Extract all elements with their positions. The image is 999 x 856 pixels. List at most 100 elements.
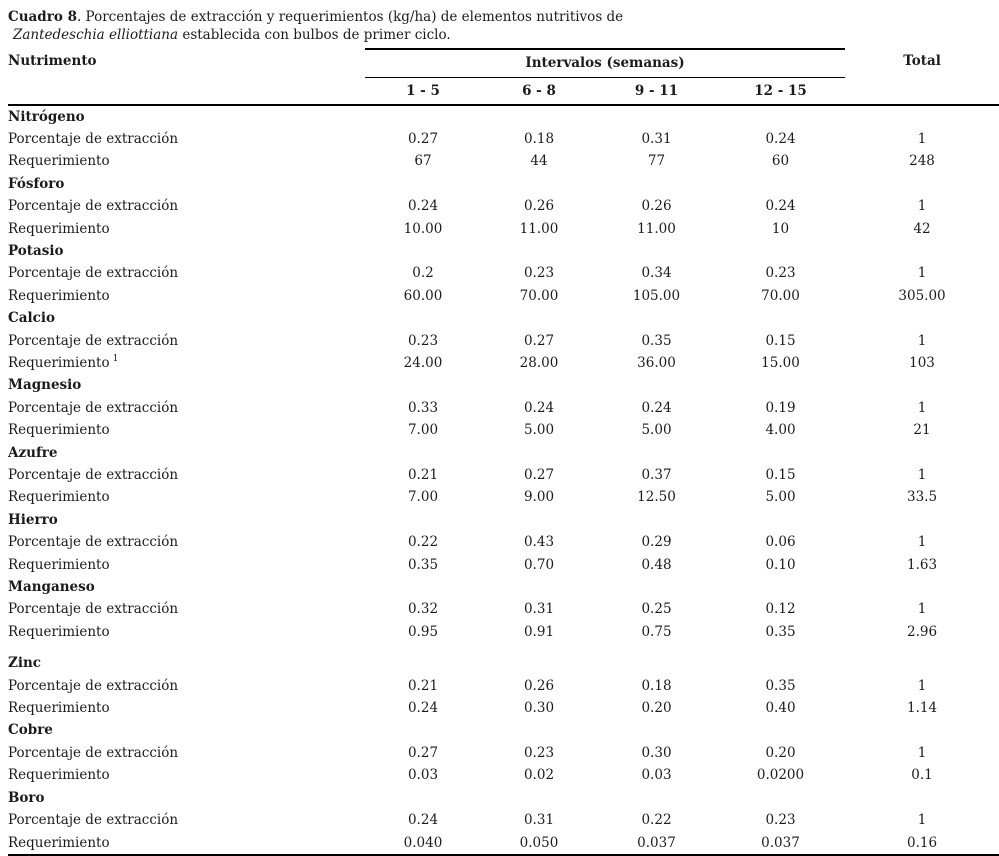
- interval-value-cell: 0.18: [641, 677, 672, 694]
- requirement-row-label: Requerimiento 1: [8, 352, 365, 374]
- requirement-row-label: Requerimiento: [8, 419, 365, 441]
- nutrient-group-name: Boro: [8, 789, 45, 806]
- requirement-row-label: Requerimiento: [8, 697, 365, 719]
- requirement-row-label: Requerimiento: [8, 554, 365, 576]
- interval-value-cell: 0.02: [523, 767, 555, 784]
- interval-value-cell: 0.35: [765, 677, 796, 694]
- nutrient-group-row: Nitrógeno: [8, 105, 999, 128]
- caption-label: Cuadro 8: [8, 9, 77, 25]
- total-value-cell: 1: [917, 601, 927, 618]
- requirement-row: Requerimiento 0.040 0.050 0.037 0.037 0.16: [8, 831, 999, 856]
- total-value-cell: 248: [909, 153, 935, 170]
- requirement-row-label: Requerimiento: [8, 150, 365, 172]
- requirement-row: Requerimiento 7.00 9.00 12.50 5.00 33.5: [8, 486, 999, 508]
- interval-value-cell: 0.06: [765, 534, 796, 551]
- extraction-row-label: Porcentaje de extracción: [8, 531, 365, 553]
- interval-value-cell: 0.15: [765, 332, 796, 349]
- extraction-row-label: Porcentaje de extracción: [8, 330, 365, 352]
- requirement-row-label: Requerimiento: [8, 621, 365, 643]
- extraction-row-label: Porcentaje de extracción: [8, 128, 365, 150]
- requirement-row: Requerimiento 0.35 0.70 0.48 0.10 1.63: [8, 554, 999, 576]
- interval-value-cell: 0.040: [365, 831, 481, 856]
- header-spacer-right: [845, 77, 999, 106]
- interval-value-cell: 0.35: [407, 556, 439, 573]
- interval-value-cell: 36.00: [637, 354, 676, 371]
- interval-value-cell: 0.30: [523, 700, 555, 717]
- extraction-row: Porcentaje de extracción 0.32 0.31 0.25 0.12…: [8, 598, 999, 620]
- species-name: Zantedeschia elliottiana: [13, 27, 179, 43]
- requirement-row: Requerimiento 0.24 0.30 0.20 0.40 1.14: [8, 697, 999, 719]
- total-value-cell: 1: [917, 534, 927, 551]
- interval-value-cell: 0.27: [523, 467, 555, 483]
- interval-value-cell: 0.03: [407, 767, 439, 784]
- extraction-row: Porcentaje de extracción 0.21 0.27 0.37 0.15…: [8, 464, 999, 486]
- interval-value-cell: 0.23: [407, 332, 439, 349]
- interval-value-cell: 0.24: [407, 812, 439, 829]
- interval-value-cell: 0.32: [407, 601, 439, 618]
- requirement-row: Requerimiento 1 24.00 28.00 36.00 15.00 103: [8, 352, 999, 374]
- interval-value-cell: 0.23: [765, 812, 796, 829]
- caption-line-2: Zantedeschia elliottiana establecida con…: [8, 26, 999, 44]
- interval-value-cell: 0.29: [641, 534, 672, 551]
- interval-value-cell: 0.24: [765, 198, 796, 215]
- interval-value-cell: 0.23: [523, 265, 555, 282]
- nutrient-group-name: Zinc: [8, 655, 42, 672]
- nutrient-group-name: Potasio: [8, 242, 64, 259]
- extraction-row-label: Porcentaje de extracción: [8, 598, 365, 620]
- requirement-row: Requerimiento 0.95 0.91 0.75 0.35 2.96: [8, 621, 999, 643]
- interval-value-cell: 10: [771, 220, 790, 237]
- interval-value-cell: 0.24: [523, 399, 555, 416]
- requirement-label-text: Requerimiento: [8, 834, 110, 851]
- interval-value-cell: 10.00: [403, 220, 443, 237]
- header-row-main: Nutrimento Intervalos (semanas) Total: [8, 48, 999, 78]
- nutrient-group-row: Hierro: [8, 509, 999, 531]
- extraction-label-text: Porcentaje de extracción: [8, 332, 179, 349]
- interval-value-cell: 0.24: [407, 198, 439, 215]
- extraction-row: Porcentaje de extracción 0.33 0.24 0.24 0.19…: [8, 397, 999, 419]
- requirement-label-text: Requerimiento: [8, 220, 110, 237]
- interval-value-cell: 0.31: [523, 812, 555, 829]
- requirement-row: Requerimiento 7.00 5.00 5.00 4.00 21: [8, 419, 999, 441]
- caption-line-1: Cuadro 8. Porcentajes de extracción y re…: [8, 8, 999, 26]
- requirement-label-text: Requerimiento: [8, 623, 110, 640]
- interval-value-cell: 44: [530, 153, 548, 170]
- interval-value-cell: 0.34: [641, 265, 672, 282]
- requirement-label-text: Requerimiento: [8, 153, 110, 170]
- interval-value-cell: 11.00: [519, 220, 559, 237]
- interval-value-cell: 0.2: [412, 265, 434, 282]
- column-header-interval-9-11: 9 - 11: [597, 77, 716, 106]
- interval-value-cell: 60.00: [403, 287, 443, 304]
- interval-value-cell: 0.35: [641, 332, 672, 349]
- requirement-row: Requerimiento 67 44 77 60 248: [8, 150, 999, 172]
- nutrient-table: Nutrimento Intervalos (semanas) Total 1 …: [8, 48, 999, 856]
- total-value-cell: 103: [909, 354, 935, 371]
- interval-value-cell: 0.21: [407, 467, 439, 483]
- interval-value-cell: 0.26: [523, 677, 555, 694]
- interval-value-cell: 0.33: [407, 399, 439, 416]
- total-value-cell: 0.16: [845, 831, 999, 856]
- interval-value-cell: 0.24: [765, 130, 796, 147]
- interval-value-cell: 0.15: [765, 467, 796, 483]
- interval-value-cell: 0.95: [407, 623, 439, 640]
- caption-text: . Porcentajes de extracción y requerimie…: [76, 9, 624, 25]
- interval-value-cell: 0.31: [641, 130, 672, 147]
- nutrient-group-row: Fósforo: [8, 173, 999, 195]
- extraction-row: Porcentaje de extracción 0.21 0.26 0.18 0.35…: [8, 675, 999, 697]
- extraction-row-label: Porcentaje de extracción: [8, 464, 365, 486]
- column-header-total: Total: [903, 53, 941, 69]
- interval-value-cell: 0.26: [641, 198, 672, 215]
- column-header-nutrient: Nutrimento: [8, 53, 97, 69]
- interval-value-cell: 0.27: [407, 130, 439, 147]
- extraction-label-text: Porcentaje de extracción: [8, 534, 179, 551]
- total-value-cell: 1: [917, 399, 927, 416]
- interval-value-cell: 0.23: [765, 265, 796, 282]
- interval-value-cell: 4.00: [765, 422, 796, 439]
- requirement-label-text: Requerimiento: [8, 422, 110, 439]
- interval-value-cell: 0.037: [716, 831, 846, 856]
- nutrient-group-name: Calcio: [8, 310, 55, 327]
- interval-value-cell: 0.23: [523, 744, 555, 761]
- interval-value-cell: 0.03: [641, 767, 672, 784]
- extraction-row-label: Porcentaje de extracción: [8, 742, 365, 764]
- extraction-row: Porcentaje de extracción 0.2 0.23 0.34 0.23 1: [8, 262, 999, 284]
